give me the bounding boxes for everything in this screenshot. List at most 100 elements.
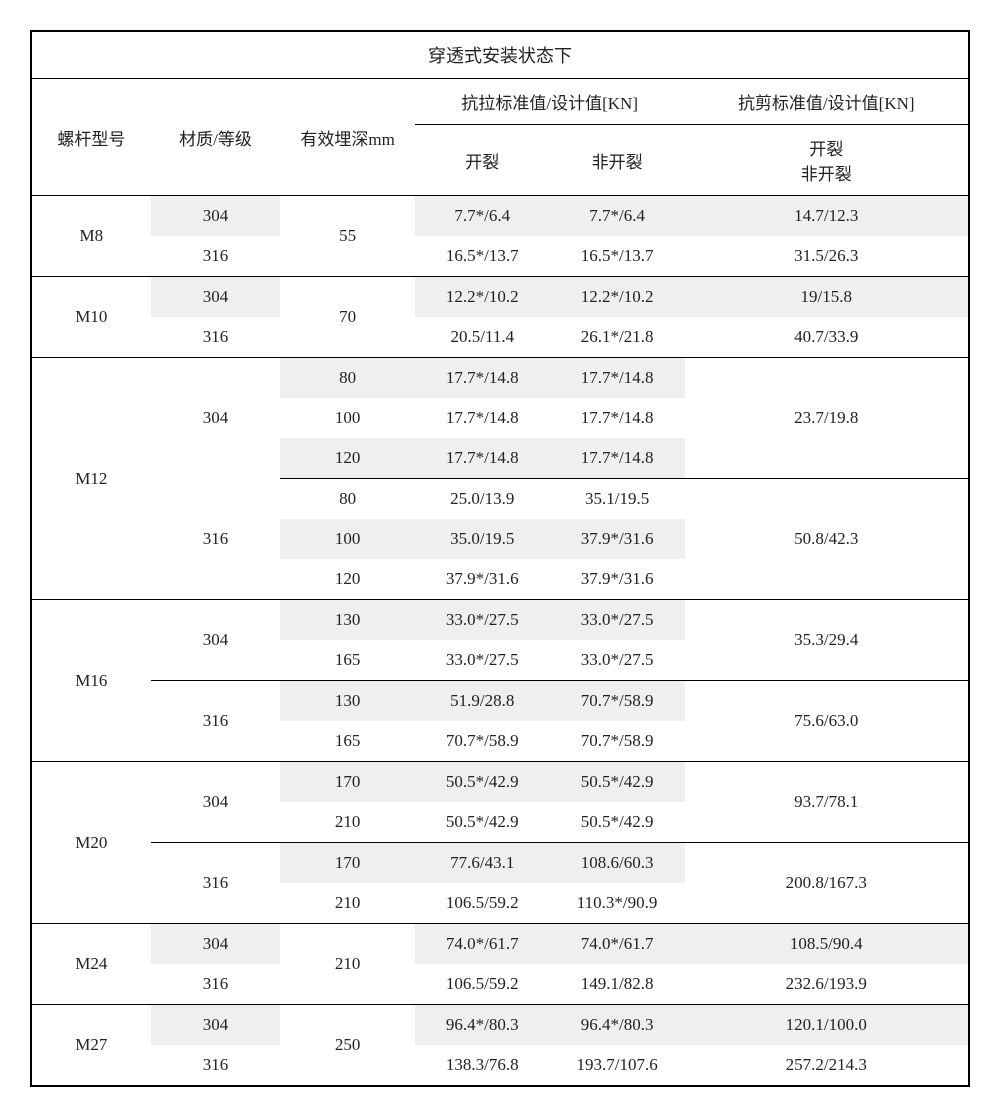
cell-tnc: 16.5*/13.7 xyxy=(550,236,685,277)
cell-depth: 100 xyxy=(280,519,415,559)
cell-depth: 170 xyxy=(280,843,415,884)
cell-tc: 17.7*/14.8 xyxy=(415,358,550,399)
cell-shear: 200.8/167.3 xyxy=(685,843,970,924)
table-row: M24 304 210 74.0*/61.7 74.0*/61.7 108.5/… xyxy=(31,924,969,965)
table-row: 316 106.5/59.2 149.1/82.8 232.6/193.9 xyxy=(31,964,969,1005)
cell-tc: 33.0*/27.5 xyxy=(415,600,550,641)
cell-tc: 17.7*/14.8 xyxy=(415,438,550,479)
table-title: 穿透式安装状态下 xyxy=(31,31,969,79)
cell-depth: 120 xyxy=(280,438,415,479)
cell-tnc: 35.1/19.5 xyxy=(550,479,685,520)
cell-tc: 12.2*/10.2 xyxy=(415,277,550,318)
cell-material: 304 xyxy=(151,358,281,479)
cell-tnc: 26.1*/21.8 xyxy=(550,317,685,358)
cell-shear: 232.6/193.9 xyxy=(685,964,970,1005)
hdr-material: 材质/等级 xyxy=(151,79,281,196)
table-row: 316 130 51.9/28.8 70.7*/58.9 75.6/63.0 xyxy=(31,681,969,722)
cell-material: 304 xyxy=(151,277,281,318)
table-row: M20 304 170 50.5*/42.9 50.5*/42.9 93.7/7… xyxy=(31,762,969,803)
cell-tnc: 7.7*/6.4 xyxy=(550,196,685,237)
cell-tc: 70.7*/58.9 xyxy=(415,721,550,762)
cell-tnc: 33.0*/27.5 xyxy=(550,640,685,681)
cell-model: M16 xyxy=(31,600,151,762)
cell-shear: 75.6/63.0 xyxy=(685,681,970,762)
cell-material: 316 xyxy=(151,681,281,762)
hdr-tensile: 抗拉标准值/设计值[KN] xyxy=(415,79,685,125)
cell-tc: 106.5/59.2 xyxy=(415,964,550,1005)
cell-tnc: 50.5*/42.9 xyxy=(550,802,685,843)
cell-tnc: 74.0*/61.7 xyxy=(550,924,685,965)
cell-tc: 33.0*/27.5 xyxy=(415,640,550,681)
cell-shear: 14.7/12.3 xyxy=(685,196,970,237)
hdr-tensile-noncrack: 非开裂 xyxy=(550,125,685,196)
cell-shear: 108.5/90.4 xyxy=(685,924,970,965)
cell-tnc: 17.7*/14.8 xyxy=(550,438,685,479)
cell-shear: 93.7/78.1 xyxy=(685,762,970,843)
table-row: 316 170 77.6/43.1 108.6/60.3 200.8/167.3 xyxy=(31,843,969,884)
cell-shear: 120.1/100.0 xyxy=(685,1005,970,1046)
cell-tnc: 96.4*/80.3 xyxy=(550,1005,685,1046)
cell-tc: 96.4*/80.3 xyxy=(415,1005,550,1046)
cell-depth: 165 xyxy=(280,640,415,681)
cell-shear: 35.3/29.4 xyxy=(685,600,970,681)
cell-tc: 106.5/59.2 xyxy=(415,883,550,924)
cell-tnc: 17.7*/14.8 xyxy=(550,398,685,438)
cell-tnc: 193.7/107.6 xyxy=(550,1045,685,1086)
cell-shear: 257.2/214.3 xyxy=(685,1045,970,1086)
cell-tc: 50.5*/42.9 xyxy=(415,762,550,803)
cell-tnc: 12.2*/10.2 xyxy=(550,277,685,318)
cell-depth: 130 xyxy=(280,681,415,722)
hdr-shear-noncrack: 非开裂 xyxy=(756,160,896,185)
cell-material: 316 xyxy=(151,236,281,277)
cell-tc: 25.0/13.9 xyxy=(415,479,550,520)
table-row: 316 138.3/76.8 193.7/107.6 257.2/214.3 xyxy=(31,1045,969,1086)
cell-tnc: 110.3*/90.9 xyxy=(550,883,685,924)
cell-model: M12 xyxy=(31,358,151,600)
cell-depth: 210 xyxy=(280,924,415,1005)
cell-tc: 35.0/19.5 xyxy=(415,519,550,559)
cell-depth: 100 xyxy=(280,398,415,438)
header-row-1: 螺杆型号 材质/等级 有效埋深mm 抗拉标准值/设计值[KN] 抗剪标准值/设计… xyxy=(31,79,969,125)
cell-model: M27 xyxy=(31,1005,151,1087)
cell-material: 304 xyxy=(151,196,281,237)
table-row: 316 80 25.0/13.9 35.1/19.5 50.8/42.3 xyxy=(31,479,969,520)
hdr-shear: 抗剪标准值/设计值[KN] xyxy=(685,79,970,125)
cell-depth: 250 xyxy=(280,1005,415,1087)
cell-material: 304 xyxy=(151,762,281,843)
cell-tc: 74.0*/61.7 xyxy=(415,924,550,965)
cell-tnc: 70.7*/58.9 xyxy=(550,681,685,722)
cell-material: 316 xyxy=(151,317,281,358)
cell-depth: 165 xyxy=(280,721,415,762)
cell-tc: 77.6/43.1 xyxy=(415,843,550,884)
hdr-model: 螺杆型号 xyxy=(31,79,151,196)
cell-tnc: 37.9*/31.6 xyxy=(550,519,685,559)
table-row: M10 304 70 12.2*/10.2 12.2*/10.2 19/15.8 xyxy=(31,277,969,318)
cell-shear: 40.7/33.9 xyxy=(685,317,970,358)
title-row: 穿透式安装状态下 xyxy=(31,31,969,79)
cell-depth: 55 xyxy=(280,196,415,277)
cell-depth: 130 xyxy=(280,600,415,641)
table-row: M12 304 80 17.7*/14.8 17.7*/14.8 23.7/19… xyxy=(31,358,969,399)
cell-tnc: 17.7*/14.8 xyxy=(550,358,685,399)
cell-tc: 20.5/11.4 xyxy=(415,317,550,358)
cell-shear: 50.8/42.3 xyxy=(685,479,970,600)
cell-model: M20 xyxy=(31,762,151,924)
cell-material: 304 xyxy=(151,600,281,681)
cell-shear: 19/15.8 xyxy=(685,277,970,318)
cell-material: 304 xyxy=(151,1005,281,1046)
cell-tnc: 149.1/82.8 xyxy=(550,964,685,1005)
cell-tc: 16.5*/13.7 xyxy=(415,236,550,277)
cell-material: 304 xyxy=(151,924,281,965)
cell-shear: 23.7/19.8 xyxy=(685,358,970,479)
table-row: 316 20.5/11.4 26.1*/21.8 40.7/33.9 xyxy=(31,317,969,358)
cell-tc: 50.5*/42.9 xyxy=(415,802,550,843)
cell-depth: 210 xyxy=(280,883,415,924)
cell-tc: 51.9/28.8 xyxy=(415,681,550,722)
hdr-depth: 有效埋深mm xyxy=(280,79,415,196)
table-row: M8 304 55 7.7*/6.4 7.7*/6.4 14.7/12.3 xyxy=(31,196,969,237)
table-row: M16 304 130 33.0*/27.5 33.0*/27.5 35.3/2… xyxy=(31,600,969,641)
cell-shear: 31.5/26.3 xyxy=(685,236,970,277)
cell-tnc: 108.6/60.3 xyxy=(550,843,685,884)
cell-tc: 7.7*/6.4 xyxy=(415,196,550,237)
cell-material: 316 xyxy=(151,964,281,1005)
